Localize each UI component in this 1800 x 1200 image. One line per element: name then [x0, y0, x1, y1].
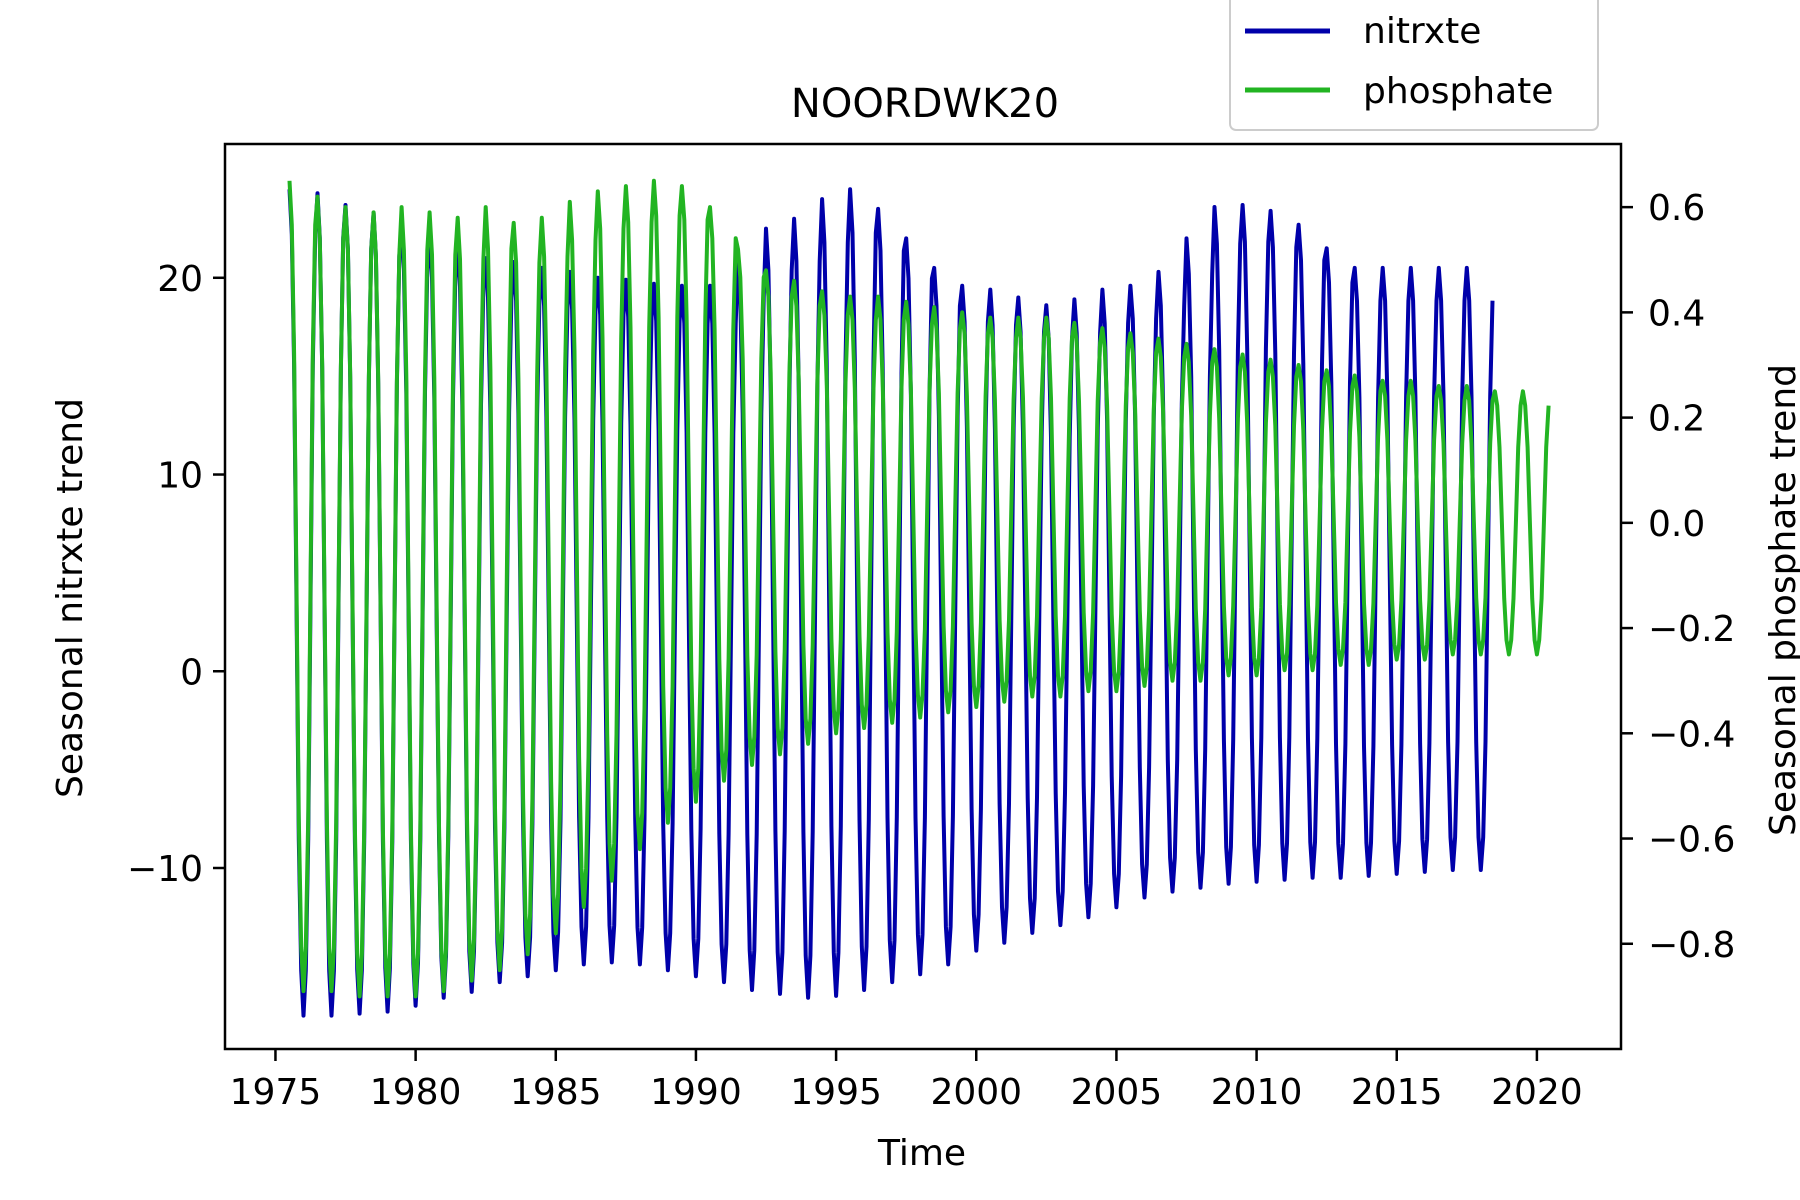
y-axis-left-label: Seasonal nitrxte trend: [50, 398, 91, 798]
x-tick-label: 1980: [370, 1072, 462, 1113]
y-left-tick-label: −10: [127, 849, 203, 890]
y-right-tick-label: −0.2: [1648, 609, 1735, 650]
legend-label-phosphate: phosphate: [1363, 71, 1553, 112]
legend-label-nitrxte: nitrxte: [1363, 11, 1481, 52]
legend: nitrxte phosphate: [1229, 0, 1599, 131]
y-left-tick-label: 10: [157, 456, 203, 497]
y-axis-right: −0.8 −0.6 −0.4 −0.2 0.0 0.2 0.4 0.6: [1621, 188, 1735, 966]
y-axis-left: −10 0 10 20: [127, 259, 225, 890]
x-axis-label: Time: [877, 1133, 966, 1174]
x-tick-label: 1990: [650, 1072, 742, 1113]
x-tick-label: 1985: [510, 1072, 602, 1113]
y-axis-right-label: Seasonal phosphate trend: [1763, 364, 1800, 836]
chart-title: NOORDWK20: [791, 81, 1059, 127]
y-right-tick-label: 0.4: [1648, 293, 1705, 334]
plot-frame: [223, 142, 1623, 1051]
x-axis: 1975 1980 1985 1990 1995 2000 2005 2010 2015 2020: [230, 1049, 1583, 1113]
y-right-tick-label: −0.4: [1648, 714, 1735, 755]
y-right-tick-label: −0.6: [1648, 820, 1735, 861]
y-right-tick-label: 0.6: [1648, 188, 1705, 229]
series-line-phosphate: [287, 178, 1551, 999]
x-tick-label: 1975: [230, 1072, 322, 1113]
y-right-tick-label: 0.2: [1648, 399, 1705, 440]
y-right-tick-label: 0.0: [1648, 504, 1705, 545]
y-left-tick-label: 0: [180, 652, 203, 693]
y-left-tick-label: 20: [157, 259, 203, 300]
y-right-tick-label: −0.8: [1648, 925, 1735, 966]
x-tick-label: 1995: [790, 1072, 882, 1113]
x-tick-label: 2005: [1071, 1072, 1163, 1113]
x-tick-label: 2000: [930, 1072, 1022, 1113]
x-tick-label: 2015: [1351, 1072, 1443, 1113]
series-layer: [287, 178, 1551, 1018]
x-tick-label: 2010: [1211, 1072, 1303, 1113]
x-tick-label: 2020: [1491, 1072, 1583, 1113]
